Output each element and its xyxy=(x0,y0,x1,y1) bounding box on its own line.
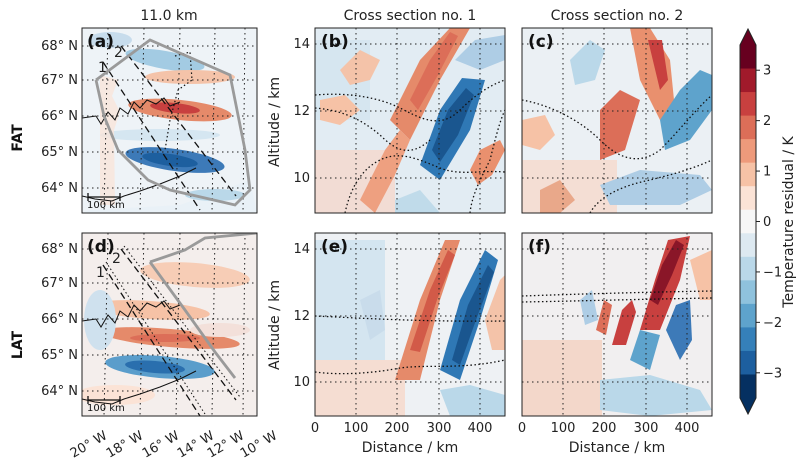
altitude-tick: 10 xyxy=(293,171,310,186)
colorbar-segment xyxy=(740,209,756,234)
distance-tick: 0 xyxy=(311,421,319,436)
distance-tick: 100 xyxy=(551,421,576,436)
lat-tick: 65° N xyxy=(41,145,78,160)
colorbar-outline xyxy=(739,27,757,416)
panel-letter-a: (a) xyxy=(87,32,114,52)
altitude-tick: 14 xyxy=(293,242,310,257)
lat-tick: 66° N xyxy=(41,109,78,124)
lat-tick: 65° N xyxy=(41,348,78,363)
colorbar-tick-label: −3 xyxy=(763,366,782,381)
lon-tick: 20° W xyxy=(68,428,110,461)
distance-axis-label-f: Distance / km xyxy=(569,440,666,456)
map-lon-ticks: 20° W 18° W 16° W 14° W 12° W 10° W xyxy=(68,428,280,461)
cross-section-1-title: Cross section no. 1 xyxy=(344,8,477,24)
altitude-tick: 12 xyxy=(293,309,310,324)
lat-tick: 68° N xyxy=(41,242,78,257)
row-label-lat: LAT xyxy=(10,330,26,359)
distance-axis-label-e: Distance / km xyxy=(362,440,459,456)
altitude-axis-label-e: Altitude / km xyxy=(267,280,283,370)
colorbar-segment xyxy=(740,115,756,140)
panel-b-cross-section: (b) 10 12 14 Altitude / km xyxy=(267,27,506,214)
colorbar-tick-label: −2 xyxy=(763,316,782,331)
row-label-fat: FAT xyxy=(10,124,26,152)
distance-ticks-e: 0 100 200 300 400 xyxy=(311,421,493,436)
distance-tick: 200 xyxy=(385,421,410,436)
section-label-1: 1 xyxy=(96,265,105,281)
altitude-tick: 12 xyxy=(293,104,310,119)
map-column-title: 11.0 km xyxy=(140,8,197,24)
altitude-axis-label-b: Altitude / km xyxy=(267,77,283,167)
lat-tick: 64° N xyxy=(41,181,78,196)
colorbar-segment xyxy=(740,92,756,117)
panel-letter-e: (e) xyxy=(321,237,348,257)
distance-tick: 200 xyxy=(592,421,617,436)
distance-tick: 100 xyxy=(344,421,369,436)
lon-tick: 18° W xyxy=(104,428,146,461)
cross-section-2-title: Cross section no. 2 xyxy=(551,8,684,24)
lat-tick: 66° N xyxy=(41,312,78,327)
panel-letter-f: (f) xyxy=(528,237,551,257)
panel-letter-c: (c) xyxy=(528,32,554,52)
colorbar-segment xyxy=(740,68,756,93)
scale-bar-label-d: 100 km xyxy=(87,403,125,414)
distance-tick: 400 xyxy=(675,421,700,436)
colorbar-segment xyxy=(740,280,756,305)
colorbar: 3 2 1 0 −1 −2 −3 Temperature residual / K xyxy=(739,27,797,416)
distance-tick: 300 xyxy=(634,421,659,436)
map-lat-ticks-a: 68° N 67° N 66° N 65° N 64° N xyxy=(41,39,78,196)
colorbar-tick-label: 2 xyxy=(763,114,771,129)
colorbar-segment xyxy=(740,162,756,187)
distance-ticks-f: 0 100 200 300 400 xyxy=(518,421,700,436)
section-label-1: 1 xyxy=(98,60,107,76)
lat-tick: 64° N xyxy=(41,384,78,399)
lat-tick: 68° N xyxy=(41,39,78,54)
altitude-tick: 14 xyxy=(293,37,310,52)
colorbar-segment xyxy=(740,139,756,164)
colorbar-segment xyxy=(740,256,756,281)
colorbar-segment xyxy=(740,327,756,352)
colorbar-tick-label: −1 xyxy=(763,265,782,280)
lon-tick: 16° W xyxy=(140,428,182,461)
map-lat-ticks-d: 68° N 67° N 66° N 65° N 64° N xyxy=(41,242,78,399)
scale-bar-label-a: 100 km xyxy=(87,200,125,211)
colorbar-tick-label: 0 xyxy=(763,215,771,230)
lon-tick: 10° W xyxy=(238,428,280,461)
section-label-2: 2 xyxy=(112,251,121,267)
panel-e-cross-section: (e) 10 12 14 Altitude / km 0 100 200 300… xyxy=(267,232,506,456)
panel-letter-b: (b) xyxy=(321,32,349,52)
lat-tick: 67° N xyxy=(41,73,78,88)
colorbar-extend-max xyxy=(740,29,756,45)
distance-tick: 400 xyxy=(468,421,493,436)
panel-d-map: 100 km (d) 1 2 68° N 67° N 66° N 65° N 6… xyxy=(41,232,280,461)
colorbar-segment xyxy=(740,374,756,399)
distance-tick: 0 xyxy=(518,421,526,436)
colorbar-tick-label: 3 xyxy=(763,64,771,79)
altitude-ticks-b: 10 12 14 xyxy=(293,37,310,186)
lat-tick: 67° N xyxy=(41,276,78,291)
colorbar-segment xyxy=(740,303,756,328)
panel-a-map: 100 km (a) 1 2 68° N 67° N 66° N 65° N 6… xyxy=(41,27,258,214)
colorbar-segment xyxy=(740,350,756,375)
colorbar-segment xyxy=(740,233,756,258)
altitude-ticks-e: 10 12 14 xyxy=(293,242,310,390)
colorbar-segment xyxy=(740,186,756,211)
distance-tick: 300 xyxy=(427,421,452,436)
colorbar-label: Temperature residual / K xyxy=(781,135,797,308)
panel-c-cross-section: (c) xyxy=(521,27,713,214)
colorbar-extend-min xyxy=(740,398,756,414)
panel-f-cross-section: (f) 0 100 200 300 400 Distance / km xyxy=(518,232,713,456)
colorbar-tick-label: 1 xyxy=(763,165,771,180)
section-label-2: 2 xyxy=(114,45,123,61)
panel-letter-d: (d) xyxy=(87,237,115,257)
colorbar-segment xyxy=(740,45,756,70)
altitude-tick: 10 xyxy=(293,375,310,390)
